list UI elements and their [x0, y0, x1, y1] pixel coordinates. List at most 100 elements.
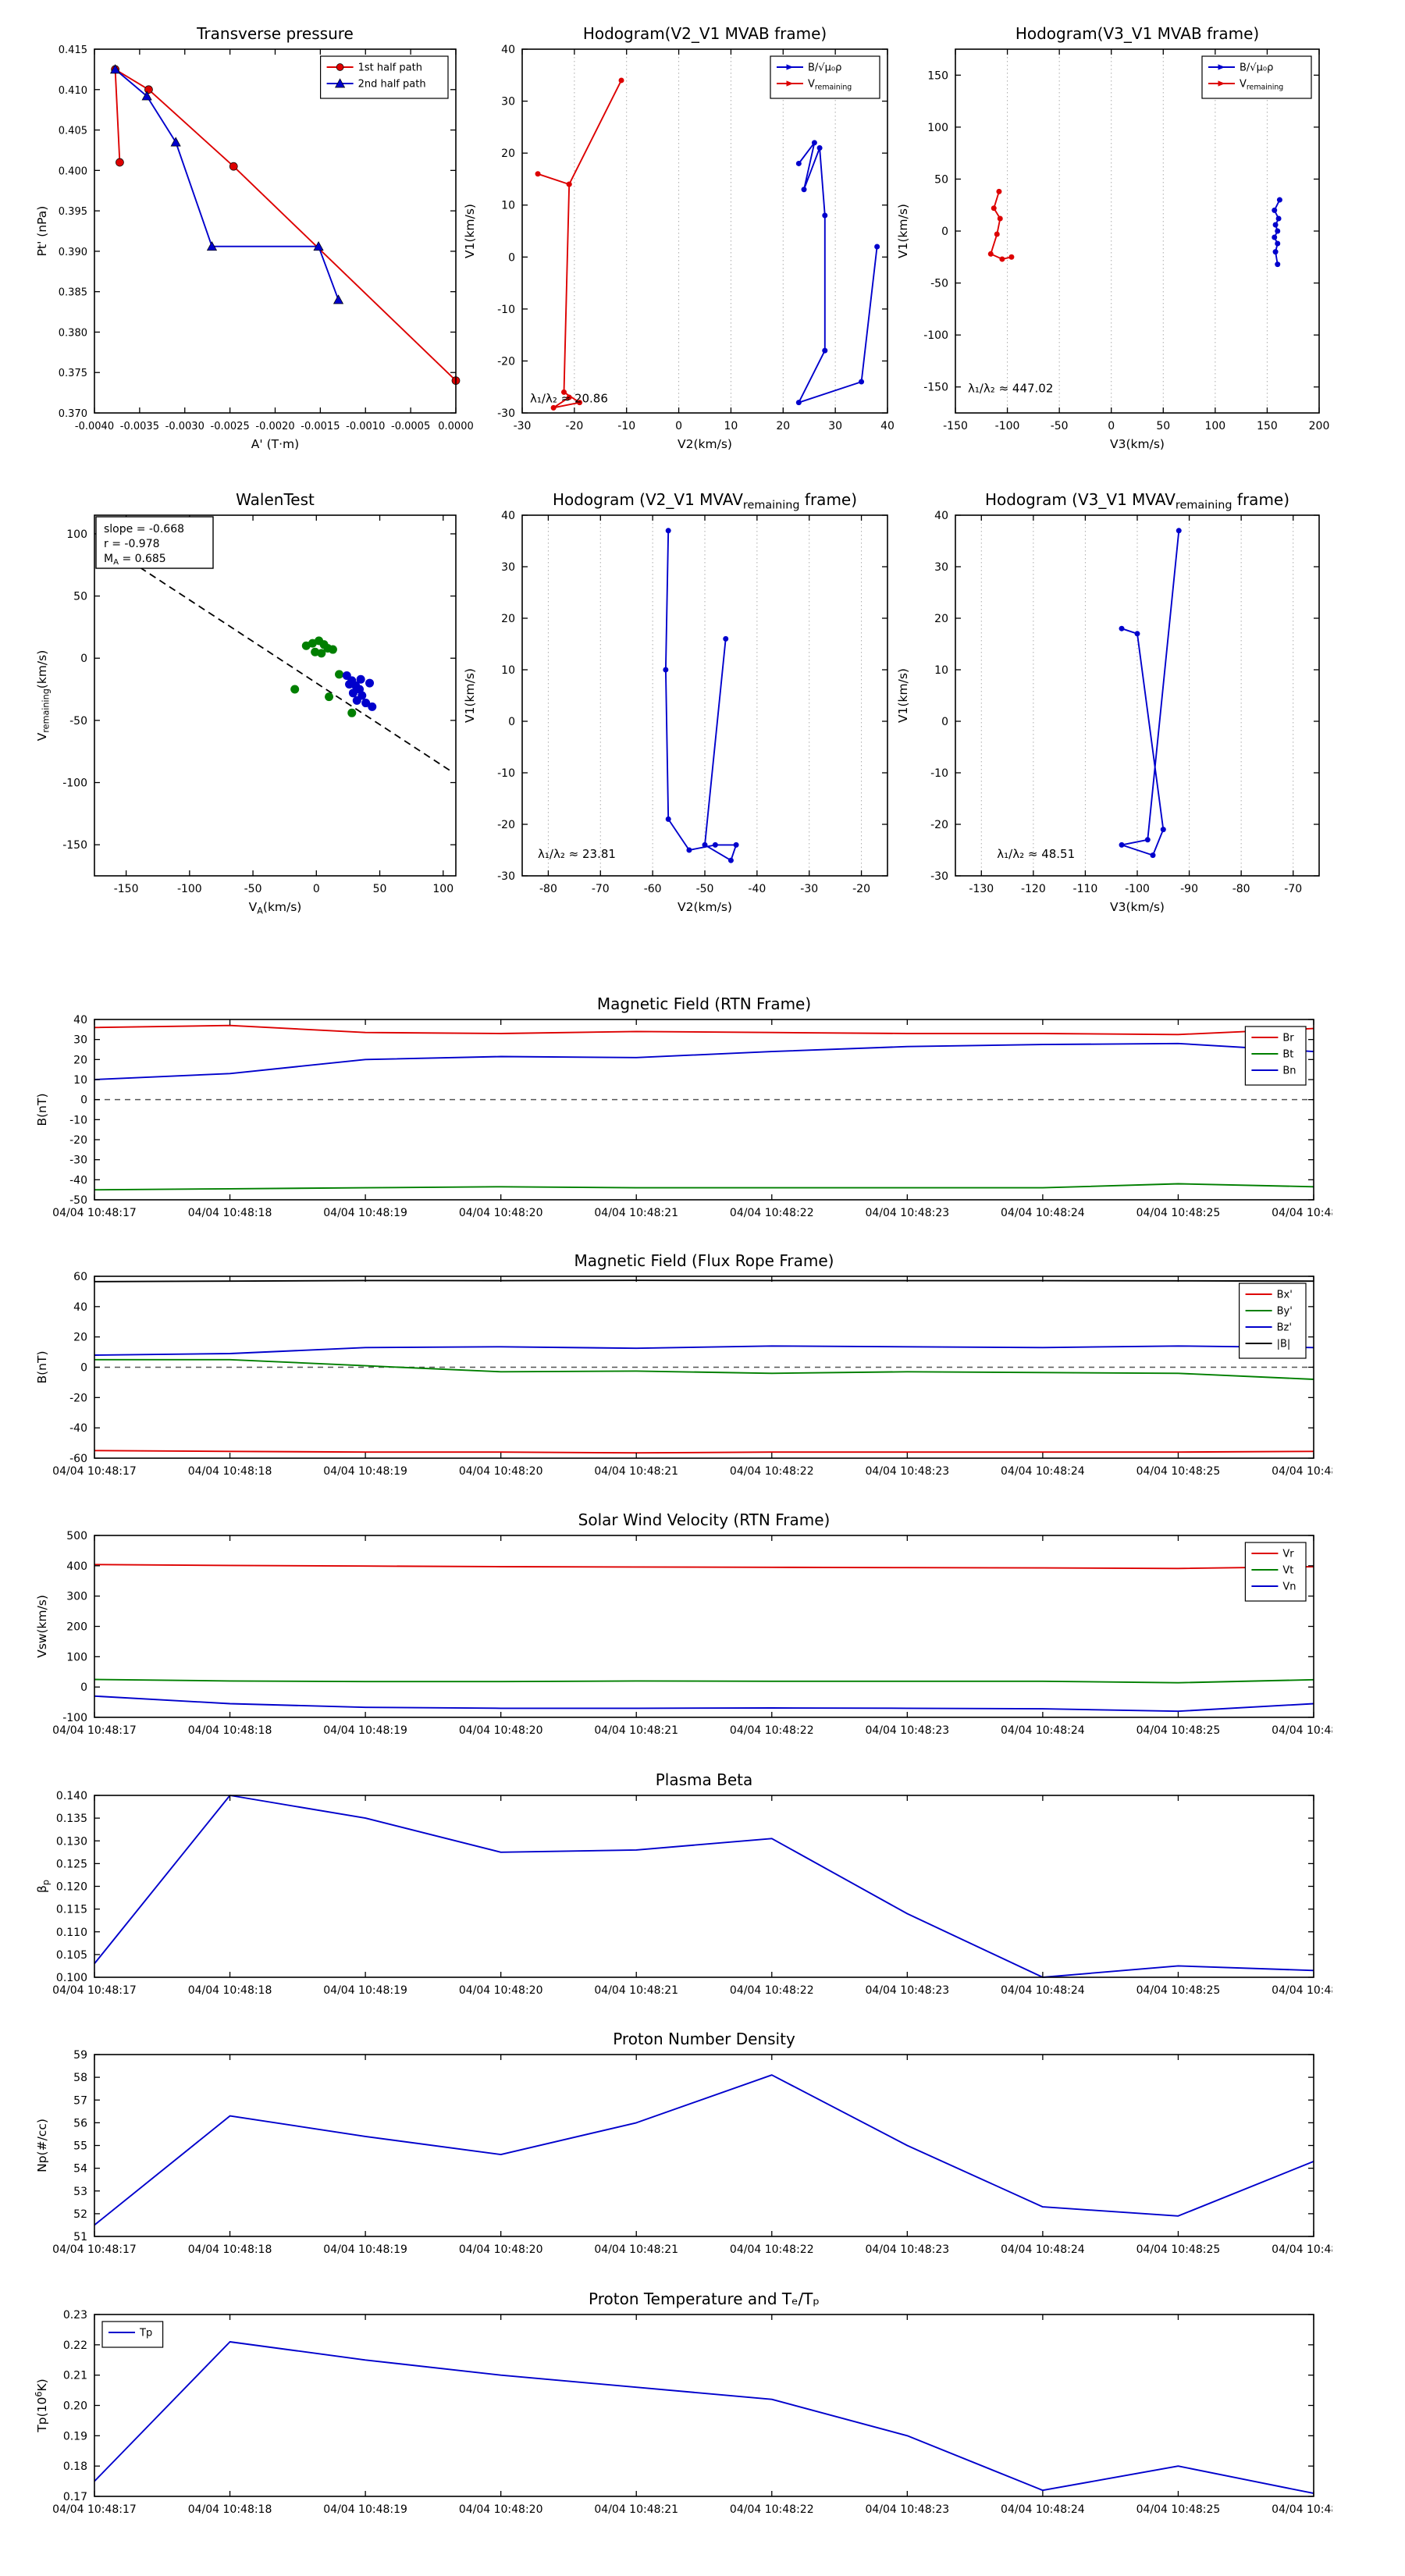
y-tick-label: 100 [66, 528, 87, 541]
x-tick-label: 04/04 10:48:26 [1272, 2503, 1332, 2516]
x-tick-label: -20 [852, 883, 870, 895]
y-tick-label: 55 [73, 2140, 87, 2153]
marker-dot [1119, 841, 1125, 848]
x-tick-label: 04/04 10:48:23 [865, 1724, 949, 1737]
legend-box [1244, 1026, 1307, 1086]
marker-dot [733, 841, 739, 848]
stats-line: r = -0.978 [104, 538, 160, 550]
x-tick-label: 04/04 10:48:20 [459, 2243, 543, 2256]
y-tick-label: 0.23 [63, 2309, 87, 2322]
x-tick-label: 04/04 10:48:18 [188, 1984, 272, 1997]
marker-dot [328, 645, 337, 654]
x-tick-label: 04/04 10:48:18 [188, 2243, 272, 2256]
legend: B/√μ₀ρ Vremaining [770, 55, 880, 99]
x-tick-label: 04/04 10:48:20 [459, 1207, 543, 1219]
x-tick-label: 04/04 10:48:17 [52, 2503, 137, 2516]
x-tick-label: 04/04 10:48:19 [323, 2503, 407, 2516]
x-tick-label: -10 [617, 420, 635, 432]
marker-arrow [1218, 80, 1225, 87]
chart-proton_density: 04/04 10:48:17 04/04 10:48:18 04/04 10:48:… [26, 2019, 1356, 2280]
marker-triangle [206, 240, 218, 251]
x-tick-label: -20 [565, 420, 583, 432]
y-tick-label: 100 [927, 122, 948, 134]
stats-line: slope = -0.668 [104, 523, 184, 535]
x-tick-label: 04/04 10:48:20 [459, 1465, 543, 1478]
x-tick-label: 04/04 10:48:25 [1136, 1984, 1221, 1997]
y-tick-label: 0.110 [56, 1927, 87, 1939]
y-tick-label: 150 [927, 69, 948, 82]
y-tick-label: -50 [930, 278, 948, 290]
legend: 1st half path 2nd half path [320, 55, 449, 99]
x-tick-label: 0 [675, 420, 682, 432]
marker-dot [822, 347, 828, 354]
x-tick-label: 04/04 10:48:20 [459, 2503, 543, 2516]
y-tick-label: -10 [497, 304, 515, 316]
y-tick-label: 30 [934, 561, 948, 574]
marker-dot [566, 394, 572, 400]
chart-title: Hodogram (V2_V1 MVAVremaining frame) [553, 490, 857, 511]
x-tick-label: 04/04 10:48:25 [1136, 2503, 1221, 2516]
series-Bn [94, 1042, 1314, 1080]
x-tick-label: -0.0030 [165, 421, 205, 432]
y-tick-label: -10 [497, 767, 515, 780]
legend-label: By' [1277, 1306, 1293, 1318]
y-tick-label: -100 [62, 777, 87, 790]
x-tick-label: 100 [1204, 420, 1225, 432]
x-tick-label: 0 [313, 883, 320, 895]
y-tick-label: 0.18 [63, 2460, 87, 2473]
annotation: λ₁/λ₂ ≈ 48.51 [997, 847, 1075, 861]
y-tick-label: 0.100 [56, 1972, 87, 1984]
legend-box [1244, 1542, 1307, 1602]
x-tick-label: -70 [1284, 883, 1302, 895]
y-tick-label: -100 [62, 1712, 87, 1724]
marker-dot [811, 140, 817, 146]
x-tick-label: -60 [644, 883, 662, 895]
y-tick-label: 0.105 [56, 1949, 87, 1962]
y-tick-label: 57 [73, 2094, 87, 2107]
legend-label: Br [1282, 1033, 1294, 1044]
marker-circle [144, 85, 153, 94]
marker-dot [550, 404, 557, 411]
chart-title: Magnetic Field (Flux Rope Frame) [574, 1251, 834, 1270]
legend-label: Bx' [1277, 1290, 1293, 1301]
marker-dot [1119, 625, 1125, 632]
x-tick-label: 04/04 10:48:26 [1272, 2243, 1332, 2256]
y-tick-label: 50 [73, 591, 87, 603]
legend-box [770, 55, 880, 99]
y-axis-label: V1(km/s) [463, 668, 477, 723]
x-axis-label: VA(km/s) [249, 900, 302, 916]
marker-dot [290, 685, 300, 694]
marker-dot [1144, 837, 1151, 843]
series-|B| [94, 1279, 1314, 1283]
marker-dot [686, 847, 692, 853]
marker-triangle [333, 294, 344, 304]
axes-frame [94, 514, 457, 877]
x-tick-label: -70 [592, 883, 610, 895]
y-tick-label: -150 [62, 839, 87, 852]
y-tick-label: 0 [941, 716, 948, 728]
x-tick-label: 04/04 10:48:17 [52, 1984, 137, 1997]
x-tick-label: -150 [943, 420, 968, 432]
y-tick-label: -30 [69, 1155, 87, 1167]
marker-dot [1160, 827, 1166, 833]
x-tick-label: 04/04 10:48:22 [730, 2243, 814, 2256]
x-tick-label: 04/04 10:48:22 [730, 1724, 814, 1737]
series-2nd half path [114, 69, 340, 301]
y-tick-label: -20 [69, 1392, 87, 1404]
chart-title: Magnetic Field (RTN Frame) [597, 994, 811, 1013]
x-tick-label: 04/04 10:48:17 [52, 1724, 137, 1737]
plot-background [94, 2314, 1314, 2496]
marker-arrow [1218, 64, 1225, 70]
marker-dot [723, 635, 729, 642]
x-axis-label: V3(km/s) [1110, 437, 1165, 451]
chart-title: Plasma Beta [656, 1770, 753, 1789]
x-tick-label: -100 [1125, 883, 1150, 895]
legend-box [101, 2321, 164, 2348]
y-tick-label: 0.410 [59, 85, 87, 97]
marker-triangle [335, 78, 346, 88]
chart-hodogram_v2_v1_mvav: -80 -70 -60 -50 -40 -30 -20 -30 -20 -10 0 10 20 30 40 H… [454, 479, 906, 920]
legend-label: 2nd half path [358, 79, 426, 91]
y-tick-label: 10 [501, 664, 515, 677]
proton_temp-plot: 04/04 10:48:17 04/04 10:48:18 04/04 10:48:… [34, 2290, 1356, 2516]
x-tick-label: 10 [724, 420, 738, 432]
